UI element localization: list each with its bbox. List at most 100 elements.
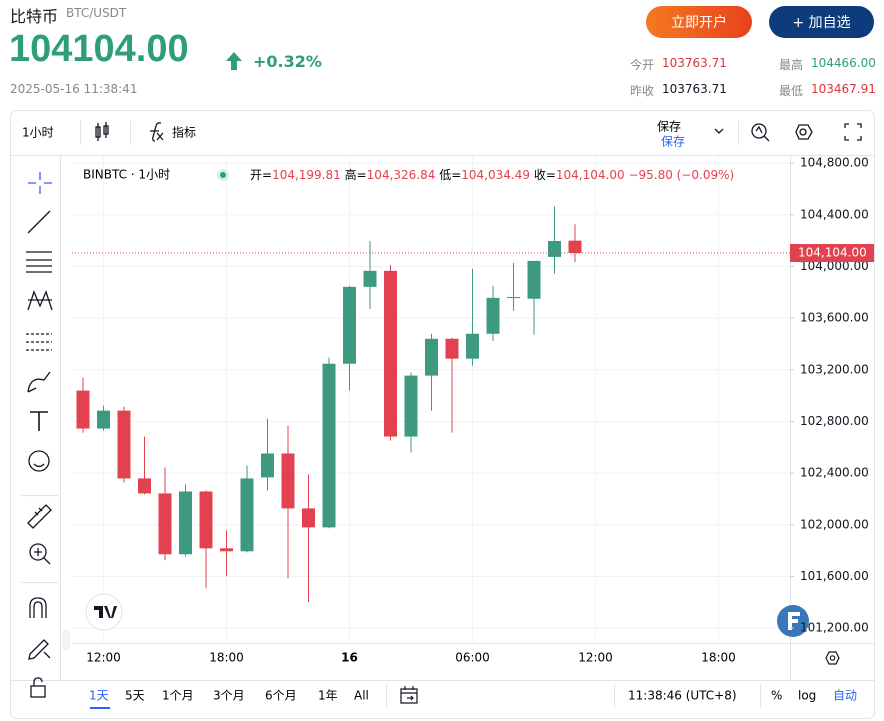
legend-label: 收= bbox=[534, 168, 556, 182]
legend-symbol: BINBTC · 1小时 bbox=[83, 168, 170, 182]
y-tick-label: 104,000.00 bbox=[800, 259, 869, 273]
price-change: +0.32% bbox=[253, 52, 322, 71]
legend-value: 104,034.49 bbox=[461, 168, 530, 182]
stat-label: 昨收 bbox=[630, 84, 655, 98]
candle-body bbox=[507, 297, 520, 299]
y-tick-label: 103,600.00 bbox=[800, 311, 869, 325]
candle-body bbox=[158, 493, 172, 555]
status-dot bbox=[220, 172, 226, 178]
alert-icon[interactable] bbox=[751, 123, 770, 142]
zoom-tool-glyph bbox=[34, 548, 51, 565]
legend-label: 高= bbox=[345, 167, 367, 182]
collapse-handle[interactable] bbox=[62, 630, 70, 650]
y-tick-label: 102,400.00 bbox=[800, 466, 869, 480]
range-button[interactable]: 1天 bbox=[89, 689, 109, 703]
range-button[interactable]: All bbox=[354, 689, 369, 703]
legend-ohlc: 开=104,199.81 高=104,326.84 低=104,034.49 收… bbox=[250, 167, 734, 182]
stat-value: 103763.71 bbox=[662, 82, 727, 96]
candle-icon[interactable] bbox=[95, 122, 109, 141]
magnet-tool[interactable] bbox=[29, 597, 47, 618]
pattern-tool[interactable] bbox=[27, 290, 53, 311]
legend-change: −95.80 (−0.09%) bbox=[628, 168, 734, 182]
date-range-icon[interactable] bbox=[400, 686, 418, 704]
y-tick-label: 104,800.00 bbox=[800, 156, 869, 170]
plot bbox=[72, 206, 790, 603]
candle-body bbox=[425, 338, 438, 376]
y-tick-label: 102,800.00 bbox=[800, 414, 869, 428]
candle-body bbox=[527, 260, 541, 299]
fullscreen-icon[interactable] bbox=[844, 123, 862, 141]
save-sub: 保存 bbox=[661, 135, 685, 149]
x-tick-label: 18:00 bbox=[209, 651, 244, 665]
stat-label: 最高 bbox=[779, 58, 804, 72]
trendline-tool[interactable] bbox=[27, 210, 51, 234]
zoom-tool[interactable] bbox=[29, 543, 47, 561]
candle-body bbox=[117, 410, 131, 479]
legend-value: 104,199.81 bbox=[272, 168, 341, 182]
candle-body bbox=[302, 508, 315, 528]
forecast-tool[interactable] bbox=[26, 333, 52, 351]
save[interactable]: 保存 bbox=[657, 120, 681, 134]
x-tick-label: 18:00 bbox=[701, 651, 736, 665]
candle-body bbox=[384, 270, 397, 437]
y-tick-label: 104,400.00 bbox=[800, 207, 869, 221]
x-tick-label: 06:00 bbox=[455, 651, 490, 665]
log-toggle[interactable]: log bbox=[798, 689, 816, 703]
ruler-tool[interactable] bbox=[27, 504, 52, 529]
candle-body bbox=[281, 453, 295, 509]
y-tick-label: 101,200.00 bbox=[800, 621, 869, 635]
asset-name: 比特币 bbox=[10, 7, 59, 26]
candle-body bbox=[199, 491, 213, 549]
y-tick-label: 103,200.00 bbox=[800, 362, 869, 376]
price-label: 104,104.00 bbox=[798, 246, 867, 260]
settings-icon-core bbox=[799, 128, 807, 136]
watchlist-button[interactable]: + 加自选 bbox=[769, 6, 874, 38]
datetime: 2025-05-16 11:38:41 bbox=[10, 82, 138, 96]
emoji-tool[interactable] bbox=[28, 450, 50, 472]
axis-settings-core bbox=[829, 655, 836, 661]
fx-icon[interactable] bbox=[150, 122, 164, 142]
x-tick-label: 16 bbox=[341, 651, 358, 665]
tv-logo[interactable] bbox=[85, 593, 123, 631]
x-tick-label: 12:00 bbox=[578, 651, 613, 665]
price-label-bg bbox=[790, 244, 874, 263]
crosshair-tool[interactable] bbox=[28, 172, 52, 194]
candle-body bbox=[261, 453, 274, 478]
grid bbox=[72, 156, 790, 643]
open-account-button[interactable]: 立即开户 bbox=[646, 6, 752, 38]
lock-tool[interactable] bbox=[30, 685, 46, 698]
range-button[interactable]: 1年 bbox=[318, 689, 338, 703]
clock: 11:38:46 (UTC+8) bbox=[628, 689, 737, 703]
legend-value: 104,104.00 bbox=[556, 168, 625, 182]
lock-shackle bbox=[33, 677, 43, 686]
stat-value: 103467.91 bbox=[811, 82, 876, 96]
brand-badge-glyph bbox=[788, 612, 800, 630]
candle-body bbox=[179, 491, 192, 555]
legend-value: 104,326.84 bbox=[367, 168, 436, 182]
indicators[interactable]: 指标 bbox=[172, 125, 196, 140]
fib-tool[interactable] bbox=[26, 251, 52, 273]
tv-logo-glyph bbox=[94, 606, 117, 618]
lock-draw-tool[interactable] bbox=[28, 639, 51, 660]
candle-body bbox=[568, 240, 582, 254]
settings-icon[interactable] bbox=[795, 124, 813, 140]
range-button[interactable]: 1个月 bbox=[162, 689, 194, 703]
range-button[interactable]: 3个月 bbox=[213, 689, 245, 703]
brush-tool[interactable] bbox=[27, 371, 51, 393]
widget-frame bbox=[10, 110, 875, 719]
range-button[interactable]: 5天 bbox=[125, 689, 145, 703]
candle-body bbox=[486, 297, 500, 334]
chevron[interactable] bbox=[714, 128, 724, 134]
candle-body bbox=[97, 410, 110, 429]
legend-label: 低= bbox=[439, 168, 461, 182]
auto-toggle[interactable]: 自动 bbox=[833, 689, 857, 703]
text-tool[interactable] bbox=[30, 411, 48, 431]
interval[interactable]: 1小时 bbox=[22, 126, 54, 140]
candle-body bbox=[343, 286, 356, 364]
asset-pair: BTC/USDT bbox=[66, 6, 127, 20]
axis-settings[interactable] bbox=[825, 651, 840, 665]
percent-toggle[interactable]: % bbox=[771, 689, 782, 703]
range-button[interactable]: 6个月 bbox=[265, 689, 297, 703]
candle-body bbox=[548, 240, 561, 257]
